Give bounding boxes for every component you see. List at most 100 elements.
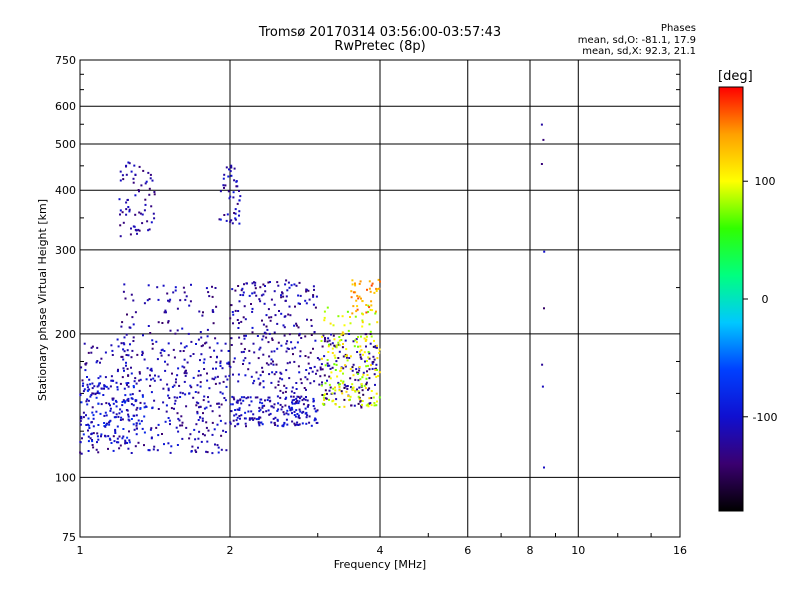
data-point — [205, 406, 208, 409]
data-point — [88, 378, 91, 381]
data-point — [271, 371, 274, 374]
data-point — [125, 354, 128, 356]
data-point — [295, 401, 298, 404]
data-point — [100, 403, 103, 406]
data-point — [220, 448, 223, 451]
data-point — [89, 437, 92, 440]
data-point — [240, 414, 243, 417]
data-point — [258, 348, 261, 351]
data-point — [341, 334, 344, 337]
data-point — [277, 284, 280, 287]
data-point — [91, 439, 93, 441]
data-point — [327, 364, 329, 367]
data-point — [112, 411, 115, 414]
data-point — [227, 362, 230, 365]
data-point — [274, 416, 277, 419]
data-point — [211, 433, 214, 436]
data-point — [341, 331, 344, 334]
data-point — [270, 350, 273, 353]
data-point — [258, 406, 261, 409]
data-point — [296, 341, 299, 344]
data-point — [357, 402, 360, 405]
data-point — [374, 369, 377, 371]
data-point — [261, 338, 264, 341]
data-point — [180, 415, 183, 418]
data-point — [126, 349, 129, 352]
data-point — [232, 196, 235, 199]
data-point — [276, 322, 279, 325]
data-point — [350, 296, 353, 299]
data-point — [147, 284, 150, 287]
data-point — [305, 288, 308, 291]
data-point — [342, 332, 345, 335]
data-point — [100, 433, 103, 436]
data-point — [294, 415, 297, 418]
data-point — [186, 361, 189, 364]
data-point — [350, 404, 353, 407]
data-point — [361, 321, 364, 324]
data-point — [166, 292, 169, 295]
data-point — [297, 424, 300, 426]
data-point — [305, 290, 308, 293]
data-point — [329, 322, 332, 325]
data-point — [149, 177, 152, 180]
data-point — [274, 386, 277, 389]
data-point — [211, 310, 214, 313]
data-point — [312, 294, 315, 297]
data-point — [135, 433, 138, 436]
data-point — [326, 392, 328, 395]
data-point — [164, 360, 166, 363]
data-point — [270, 362, 273, 365]
data-point — [145, 405, 148, 408]
data-point — [118, 447, 121, 450]
data-point — [121, 174, 124, 177]
data-point — [262, 283, 265, 286]
data-point — [81, 437, 83, 440]
data-point — [356, 388, 358, 391]
chart-subtitle: RwPretec (8p) — [334, 39, 426, 54]
data-point — [96, 346, 99, 349]
data-point — [308, 372, 310, 375]
data-point — [119, 444, 122, 447]
data-point — [211, 452, 214, 455]
data-point — [284, 390, 287, 393]
data-point — [242, 316, 245, 319]
data-point — [354, 284, 357, 287]
data-point — [238, 214, 240, 217]
data-point — [119, 235, 122, 238]
data-point — [225, 166, 228, 169]
data-point — [223, 186, 225, 189]
data-point — [344, 355, 347, 357]
data-point — [183, 358, 186, 361]
data-point — [137, 189, 140, 191]
data-point — [206, 440, 209, 443]
data-point — [141, 354, 144, 356]
data-point — [125, 361, 127, 364]
data-point — [282, 423, 285, 426]
data-point — [302, 403, 305, 406]
data-point — [190, 386, 193, 389]
data-point — [373, 404, 376, 407]
data-point — [348, 333, 351, 335]
data-point — [143, 209, 146, 212]
data-point — [352, 305, 355, 308]
data-point — [202, 412, 204, 415]
data-point — [206, 372, 208, 375]
data-point — [96, 441, 98, 444]
data-point — [99, 412, 102, 415]
data-point — [162, 284, 165, 287]
data-point — [332, 324, 335, 327]
data-point — [366, 374, 369, 376]
data-point — [100, 387, 103, 390]
data-point — [211, 285, 213, 288]
data-point — [361, 400, 364, 402]
data-point — [343, 405, 346, 408]
data-point — [320, 363, 323, 366]
data-point — [341, 346, 344, 349]
data-point — [325, 397, 328, 400]
data-point — [128, 419, 131, 422]
data-point — [141, 222, 144, 225]
data-point — [80, 415, 83, 418]
data-point — [156, 286, 159, 289]
data-point — [237, 373, 240, 376]
